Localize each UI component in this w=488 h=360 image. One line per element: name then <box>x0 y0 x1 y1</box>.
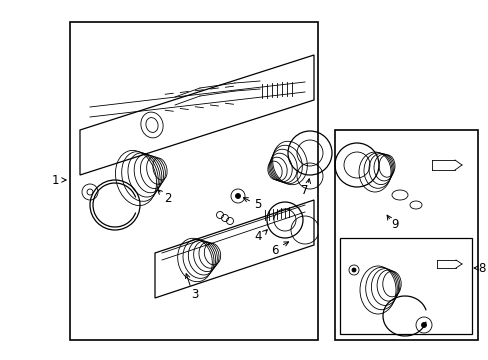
Text: 7: 7 <box>301 184 308 197</box>
Text: 1: 1 <box>51 174 59 186</box>
Text: 5: 5 <box>254 198 261 211</box>
Bar <box>334 130 477 340</box>
Text: 3: 3 <box>191 288 198 302</box>
Text: 6: 6 <box>271 243 278 256</box>
Text: 8: 8 <box>477 261 485 274</box>
Bar <box>70 22 317 340</box>
Bar <box>339 238 471 334</box>
Circle shape <box>235 194 240 198</box>
Text: 9: 9 <box>390 219 398 231</box>
Text: 2: 2 <box>164 192 171 204</box>
Circle shape <box>421 323 426 328</box>
Text: 4: 4 <box>254 230 261 243</box>
Circle shape <box>351 268 355 272</box>
